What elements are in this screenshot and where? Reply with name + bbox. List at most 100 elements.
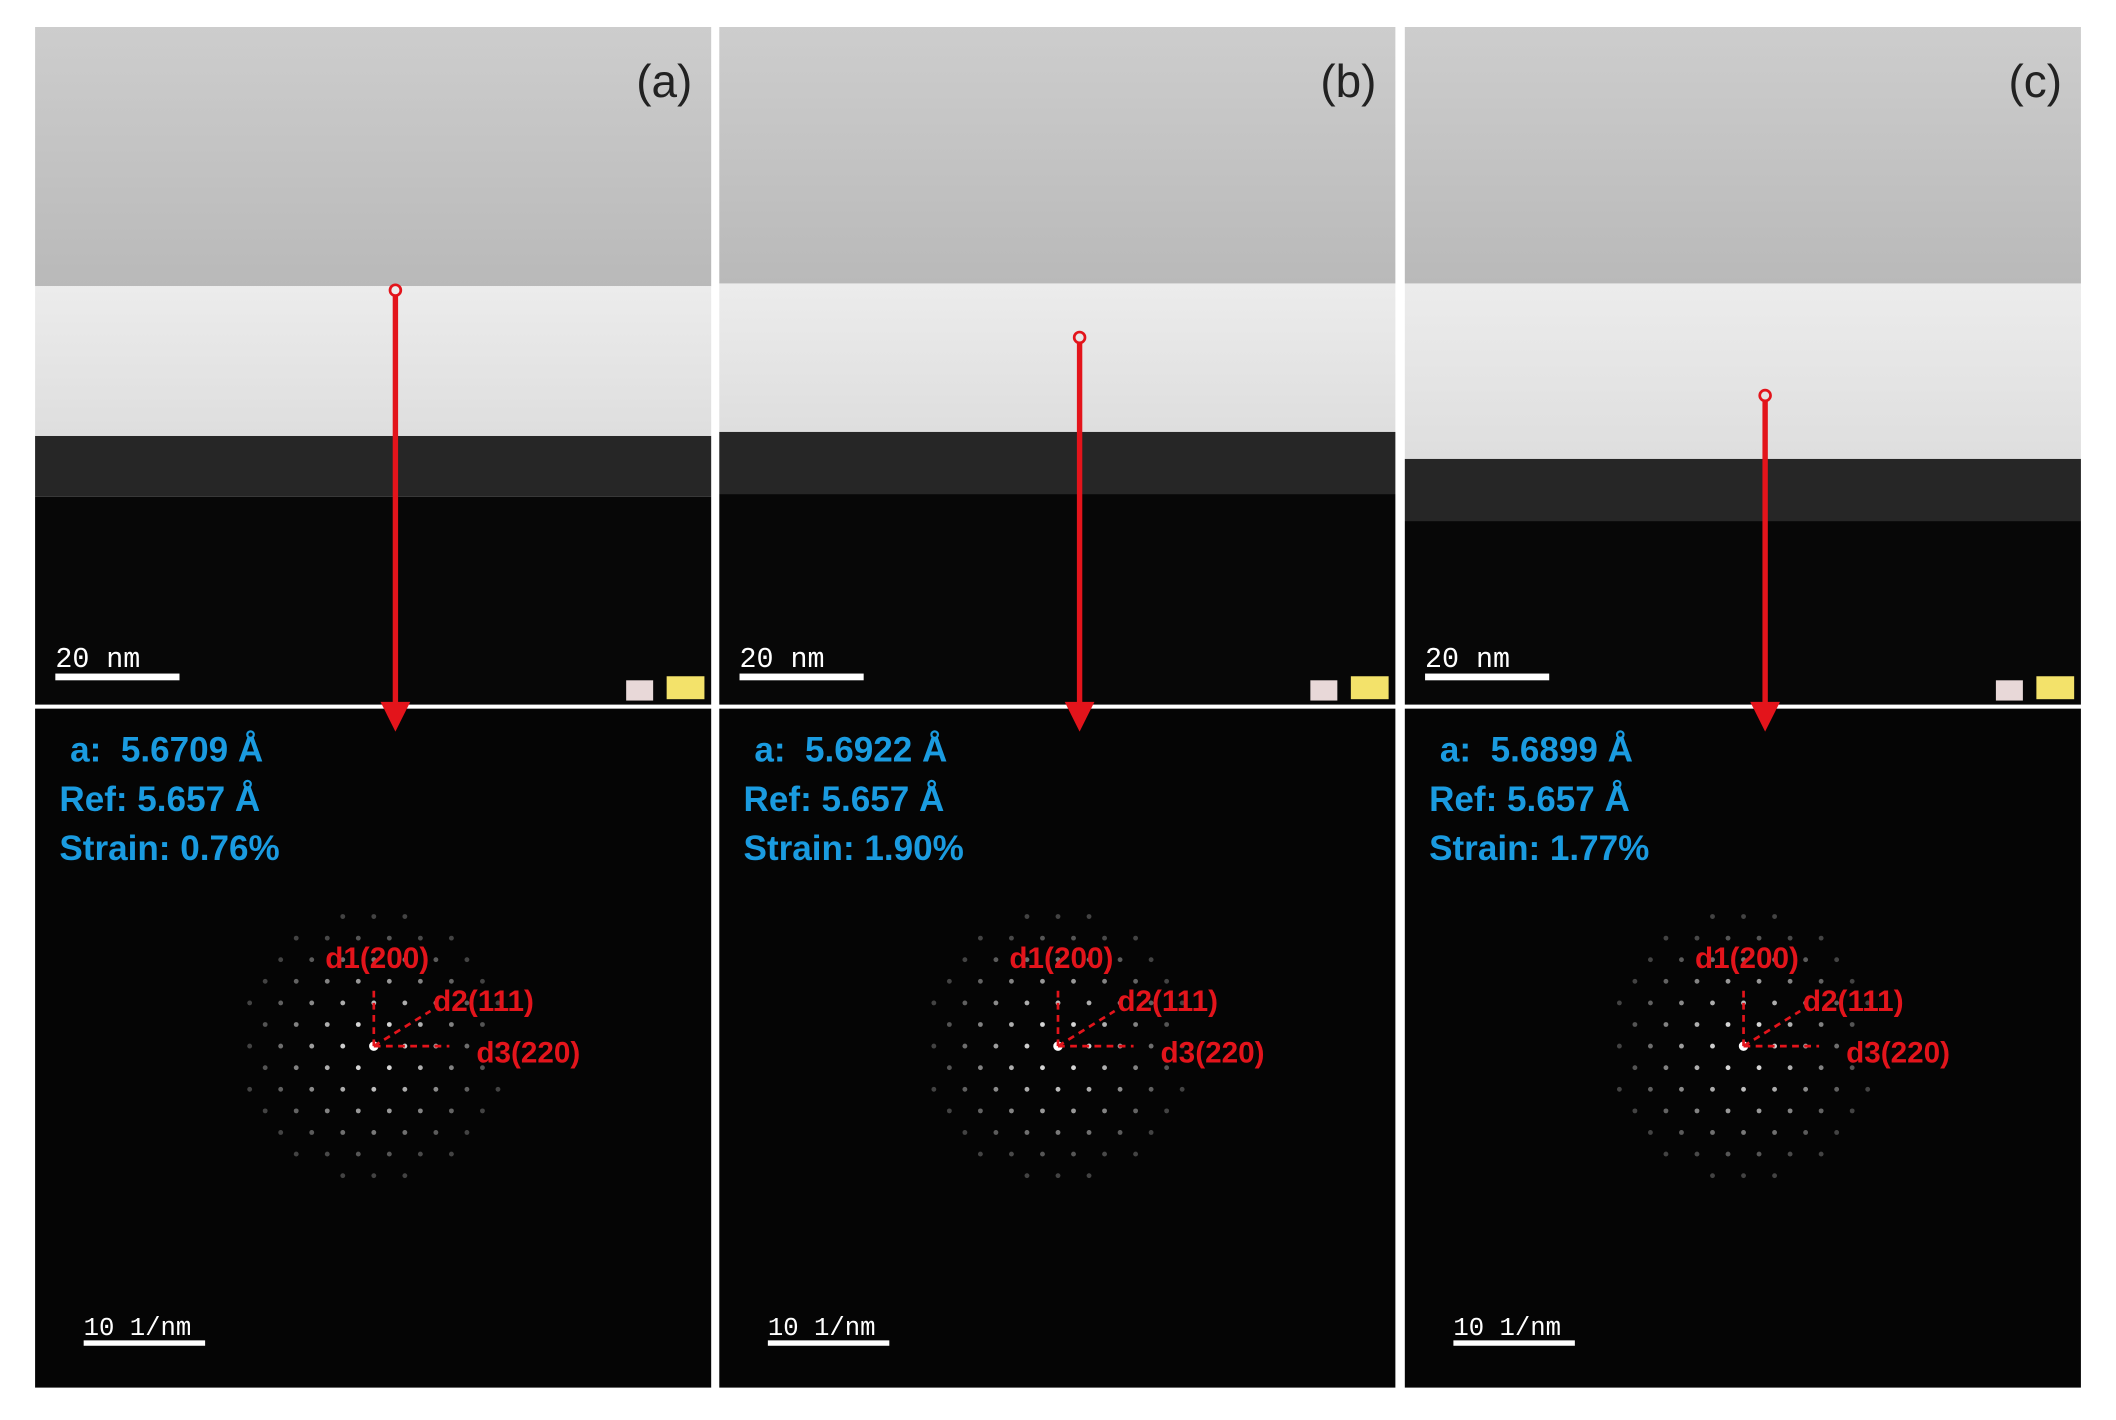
diffraction-spot (247, 1086, 253, 1092)
diffraction-spot (993, 1086, 999, 1092)
diffraction-spot (417, 1151, 423, 1157)
diffraction-spot (1009, 978, 1014, 984)
diffraction-spot (1741, 1173, 1746, 1179)
diffraction-spot (309, 1086, 315, 1092)
diffraction-spot (340, 1086, 346, 1092)
arrow-origin (388, 283, 403, 297)
diffraction-spot (386, 1108, 392, 1114)
diffraction-spot (464, 1086, 470, 1092)
diffraction-spot (464, 1130, 470, 1135)
diffraction-spot (1663, 978, 1669, 984)
diffraction-spot (1632, 1065, 1638, 1071)
diffraction-spot (1725, 935, 1731, 941)
diffraction-spot (1055, 957, 1061, 963)
scale-bar (1425, 673, 1550, 681)
icon (1995, 680, 2023, 701)
diffraction-spot (1710, 1173, 1715, 1179)
diffraction-spot (1009, 1151, 1014, 1157)
diffraction-spot (1787, 978, 1793, 984)
scale-bar (739, 673, 864, 681)
diffraction-spot (324, 1108, 330, 1114)
diffraction-spot (340, 1130, 346, 1135)
diffraction-spot (962, 957, 968, 963)
diffraction-spot (1803, 1086, 1809, 1092)
film-layer (1404, 283, 2081, 459)
diffraction-spot (1164, 978, 1170, 984)
diffraction-spot (1055, 1086, 1061, 1092)
diffraction-spot (1663, 935, 1669, 941)
diffraction-spot (1772, 1173, 1778, 1179)
diffraction-spot (1663, 1108, 1669, 1114)
diffraction-spot (309, 957, 315, 963)
diffraction-spot (1616, 1086, 1622, 1092)
diffraction-spot (1818, 1151, 1824, 1157)
diffraction-spot (293, 1151, 299, 1157)
diffraction-spot (495, 1086, 501, 1092)
diffraction-spot (1647, 957, 1653, 963)
diffraction-spot (293, 935, 299, 941)
diffraction-image: d1(200)d2(111) d3(220) a: 5.6899 Å Ref: 5.6… (1404, 708, 2081, 1388)
diffraction-spot (495, 1043, 501, 1049)
diffraction-spot (293, 1108, 299, 1114)
diffraction-spot (1694, 1022, 1700, 1027)
diffraction-spot (1710, 1086, 1715, 1092)
spot-label: d2(111) (1803, 985, 1904, 1018)
diffraction-spot (1772, 1130, 1778, 1135)
diffraction-spot (324, 1022, 330, 1027)
diffraction-spot (1647, 1086, 1653, 1092)
dark-region (719, 494, 1396, 705)
diffraction-spot (1040, 935, 1045, 941)
diffraction-spot (1071, 1022, 1076, 1027)
diffraction-spot (1834, 1130, 1840, 1135)
diffraction-spot (1741, 957, 1746, 963)
diffraction-spot (340, 1000, 346, 1006)
diffraction-spot (293, 978, 299, 984)
diffraction-spot (1663, 1151, 1669, 1157)
diffraction-spot (293, 1065, 299, 1071)
diffraction-spot (1694, 1151, 1700, 1157)
diffraction-spot (1710, 1130, 1715, 1135)
diffraction-spot (371, 914, 377, 919)
diffraction-spot (1741, 1130, 1746, 1135)
diffraction-spot (1849, 1065, 1855, 1071)
diffraction-spot (417, 1108, 423, 1114)
diffraction-spot (480, 978, 485, 984)
spot-label: d1(200) (1695, 942, 1799, 975)
diffraction-spot (946, 1065, 952, 1071)
diffraction-spot (1818, 978, 1824, 984)
diffraction-spot (1055, 1173, 1061, 1179)
diffraction-spot (1834, 1086, 1840, 1092)
diffraction-spot (402, 1173, 408, 1179)
diffraction-spot (1725, 1151, 1731, 1157)
diffraction-spot (1179, 1043, 1185, 1049)
diffraction-spot (262, 1022, 268, 1027)
diffraction-spot (977, 1108, 983, 1114)
diffraction-spot (262, 1065, 268, 1071)
diffraction-spot (1756, 1022, 1762, 1027)
diffraction-spot (402, 1130, 408, 1135)
diffraction-spot (1787, 1022, 1793, 1027)
diffraction-spot (946, 1108, 952, 1114)
film-layer (35, 286, 712, 436)
diffraction-spot (1756, 978, 1762, 984)
scale-bar-label: 10 1/nm (768, 1314, 876, 1343)
diffraction-spot (1756, 1151, 1762, 1157)
diffraction-spot (324, 978, 330, 984)
diffraction-spot (1756, 935, 1762, 941)
diffraction-spot (1725, 1108, 1731, 1114)
tem-image: (a) 20 nm (35, 26, 712, 705)
diffraction-spot (278, 1043, 284, 1049)
diffraction-spot (1710, 1000, 1715, 1006)
diffraction-spot (293, 1022, 299, 1027)
diffraction-spot (309, 1043, 315, 1049)
strain-value: Strain: 1.90% (744, 829, 964, 868)
diffraction-spot (1849, 978, 1855, 984)
diffraction-spot (1865, 1000, 1871, 1006)
interface-layer (35, 435, 712, 497)
diffraction-spot (433, 957, 439, 963)
diffraction-spot (1632, 978, 1638, 984)
diffraction-spot (1133, 1022, 1139, 1027)
diffraction-spot (1647, 1000, 1653, 1006)
diffraction-spot (480, 1108, 485, 1114)
spot-label: d2(111) (433, 985, 534, 1018)
